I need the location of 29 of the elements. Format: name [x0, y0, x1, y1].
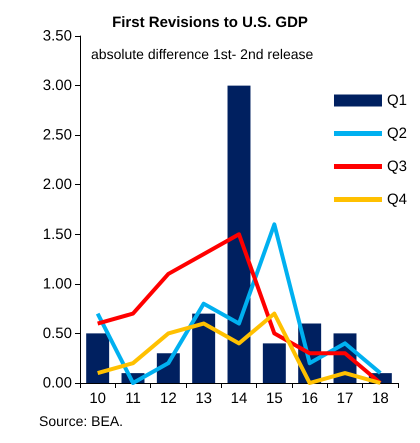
line-series	[96, 312, 382, 385]
x-tick-label: 15	[266, 390, 283, 407]
bar	[192, 314, 216, 383]
text: absolute difference 1st- 2nd release	[91, 46, 314, 62]
x-tick-label: 18	[372, 390, 389, 407]
y-tick-label: 0.00	[42, 374, 72, 392]
chart-title: First Revisions to U.S. GDP	[112, 14, 308, 31]
legend-label: Q2	[386, 125, 408, 142]
y-tick-label: 1.00	[42, 275, 72, 292]
y-tick-label: 3.00	[42, 77, 72, 94]
x-tick-label: 16	[301, 390, 318, 407]
source-note: Source: BEA.	[39, 413, 124, 429]
legend-label: Q4	[386, 191, 408, 208]
y-tick-label: 2.50	[42, 126, 72, 144]
y-tick-label: 2.00	[42, 176, 72, 194]
x-tick-label: 12	[160, 390, 177, 407]
y-tick-label: 1.50	[42, 226, 72, 243]
legend-label: Q1	[386, 92, 408, 109]
bar	[86, 333, 110, 383]
legend-label: Q3	[386, 158, 408, 175]
x-tick-label: 10	[89, 390, 106, 407]
bar	[262, 343, 286, 383]
y-tick-label: 0.50	[42, 324, 72, 342]
x-tick-label: 13	[195, 390, 212, 407]
bar	[228, 86, 250, 383]
x-tick-label: 11	[125, 390, 141, 407]
x-tick-label: 14	[230, 390, 248, 407]
y-tick-label: 3.50	[42, 28, 72, 44]
x-tick-label: 17	[336, 390, 354, 407]
